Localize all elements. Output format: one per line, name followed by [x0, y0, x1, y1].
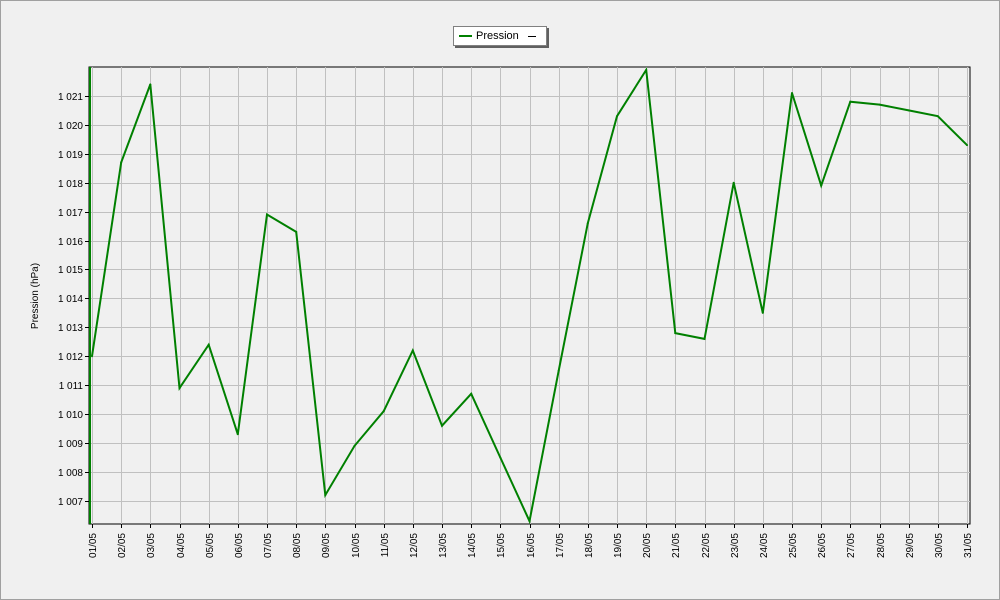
legend-swatch: [459, 35, 472, 37]
data-point: [674, 332, 677, 335]
x-tick-label: 27/05: [846, 533, 857, 558]
x-tick-label: 07/05: [263, 533, 274, 558]
x-tick-label: 03/05: [146, 533, 157, 558]
x-tick-label: 30/05: [934, 533, 945, 558]
x-tick-label: 20/05: [642, 533, 653, 558]
x-tick-label: 22/05: [701, 533, 712, 558]
data-point: [207, 343, 210, 346]
data-point: [878, 103, 881, 106]
x-tick-label: 14/05: [467, 533, 478, 558]
data-point: [528, 520, 531, 523]
data-point: [353, 444, 356, 447]
grid: [89, 67, 970, 524]
x-tick-label: 10/05: [351, 533, 362, 558]
data-point: [411, 349, 414, 352]
data-point: [236, 433, 239, 436]
data-point: [936, 115, 939, 118]
data-point: [295, 230, 298, 233]
data-point: [266, 213, 268, 216]
data-point: [324, 494, 327, 497]
x-tick-label: 17/05: [555, 533, 566, 558]
legend-marker: [527, 35, 536, 37]
y-tick-label: 1 009: [58, 439, 83, 450]
y-tick-label: 1 008: [58, 468, 83, 479]
data-point: [557, 369, 560, 372]
y-tick-label: 1 012: [58, 352, 83, 363]
legend-label: Pression: [476, 30, 519, 42]
y-tick-label: 1 020: [58, 121, 83, 132]
x-tick-label: 13/05: [438, 533, 449, 558]
data-point: [703, 337, 706, 340]
x-tick-label: 11/05: [380, 533, 391, 558]
x-tick-label: 01/05: [88, 533, 99, 558]
y-tick-label: 1 017: [58, 208, 83, 219]
data-point: [849, 100, 852, 103]
y-tick-label: 1 015: [58, 265, 83, 276]
y-tick-label: 1 018: [58, 179, 83, 190]
x-tick-label: 24/05: [759, 533, 770, 558]
y-axis: 1 007 1 008 1 009 1 010 1 011 1 012 1 013 1 014…: [58, 92, 89, 508]
data-point: [761, 311, 764, 314]
data-point: [178, 387, 181, 390]
data-point: [586, 222, 589, 225]
x-tick-label: 25/05: [788, 533, 799, 558]
x-tick-label: 31/05: [963, 533, 974, 558]
y-tick-label: 1 010: [58, 410, 83, 421]
x-tick-label: 15/05: [496, 533, 507, 558]
x-tick-label: 29/05: [905, 533, 916, 558]
data-point: [120, 161, 123, 164]
x-tick-label: 12/05: [409, 533, 420, 558]
y-tick-label: 1 016: [58, 237, 83, 248]
data-point: [732, 181, 735, 184]
y-tick-label: 1 011: [59, 381, 84, 392]
y-tick-label: 1 014: [58, 294, 83, 305]
y-tick-label: 1 021: [58, 92, 83, 103]
x-tick-label: 18/05: [584, 533, 595, 558]
data-point: [499, 456, 502, 459]
x-tick-label: 04/05: [176, 533, 187, 558]
data-point: [382, 410, 385, 413]
x-tick-label: 16/05: [526, 533, 537, 558]
data-point: [470, 392, 473, 395]
x-axis: 01/05 02/05 03/05 04/05 05/05 06/05 07/05 08/05…: [88, 524, 974, 558]
data-point: [149, 83, 152, 86]
x-tick-label: 02/05: [117, 533, 128, 558]
x-tick-label: 09/05: [321, 533, 332, 558]
data-point: [645, 68, 648, 71]
data-point: [441, 424, 443, 427]
x-tick-label: 28/05: [876, 533, 887, 558]
y-tick-label: 1 013: [58, 323, 83, 334]
data-point: [616, 115, 618, 118]
data-point: [966, 144, 968, 147]
y-tick-label: 1 007: [58, 497, 83, 508]
x-tick-label: 21/05: [671, 533, 682, 558]
y-axis-label: Pression (hPa): [30, 263, 41, 329]
plot-area: [88, 66, 971, 525]
x-tick-label: 19/05: [613, 533, 624, 558]
y-tick-label: 1 019: [58, 150, 83, 161]
data-point: [91, 355, 93, 358]
x-tick-label: 08/05: [292, 533, 303, 558]
x-tick-label: 26/05: [817, 533, 828, 558]
series-group: [89, 66, 968, 525]
data-point: [820, 184, 823, 187]
data-point: [907, 109, 910, 112]
x-tick-label: 05/05: [205, 533, 216, 558]
data-point: [791, 92, 793, 94]
legend[interactable]: Pression: [453, 26, 547, 46]
x-tick-label: 06/05: [234, 533, 245, 558]
x-tick-label: 23/05: [730, 533, 741, 558]
